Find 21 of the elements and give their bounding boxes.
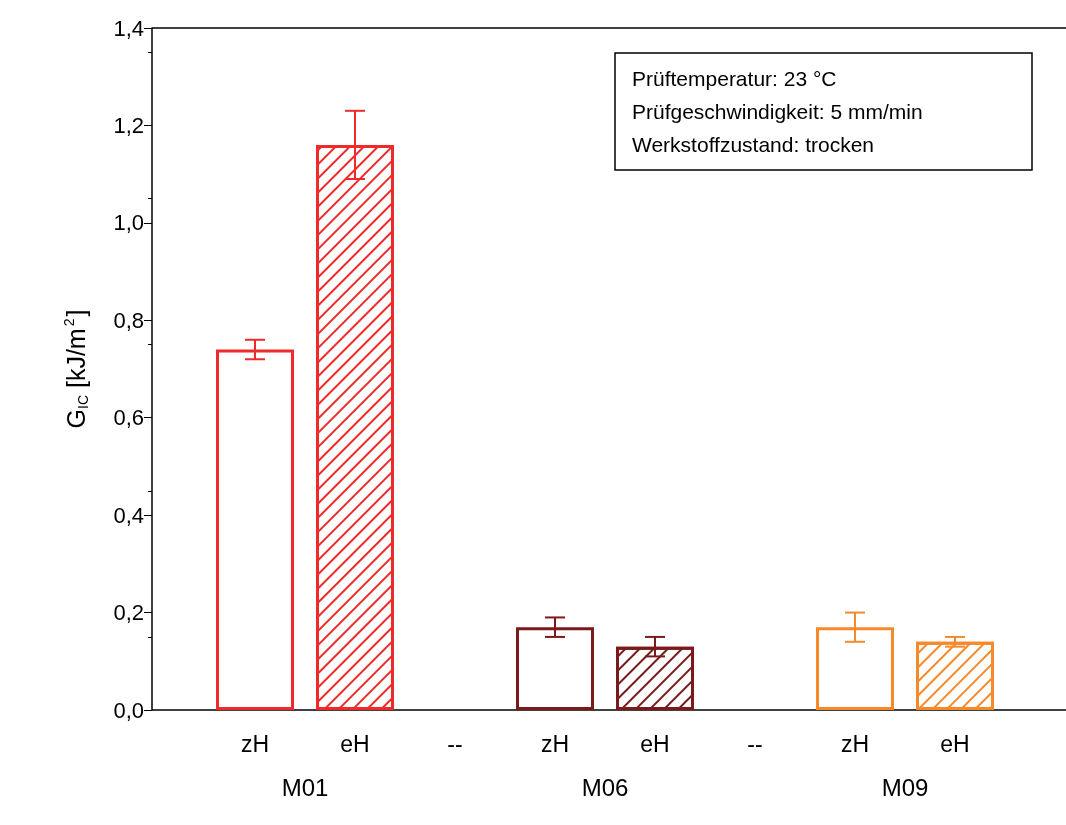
x-tick-label: eH (940, 730, 970, 757)
y-tick-label: 0,2 (113, 600, 144, 626)
x-tick-label: zH (840, 730, 870, 757)
y-tick-label: 0,0 (113, 697, 144, 723)
y-tick-label: 0,8 (113, 307, 144, 333)
x-tick-label: -- (747, 730, 763, 757)
y-tick-label: 0,6 (113, 405, 144, 431)
x-tick-label: -- (447, 730, 463, 757)
y-axis-title: GIC [kJ/m2] (61, 309, 91, 429)
x-tick-label: eH (340, 730, 370, 757)
y-tick-label: 1,0 (113, 210, 144, 236)
text: M09 (881, 773, 929, 801)
y-tick-label: 0,4 (113, 502, 144, 528)
annotation: Prüftemperatur: 23 °C Prüfgeschwindigkeit: 5 mm/min Werkstoffzustand: trocken (632, 67, 923, 156)
y-tick-label: 1,4 (113, 15, 144, 41)
text: M06 (581, 773, 629, 801)
text: M01 (281, 773, 329, 801)
x-tick-label: eH (640, 730, 670, 757)
x-tick-label: zH (240, 730, 270, 757)
x-tick-label: zH (540, 730, 570, 757)
y-tick-label: 1,2 (113, 112, 144, 138)
